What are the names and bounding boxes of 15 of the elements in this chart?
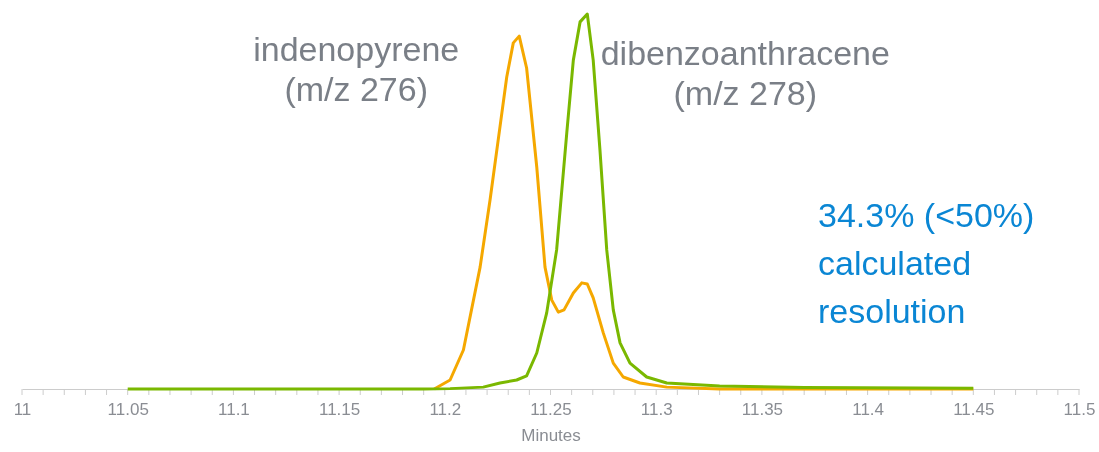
x-tick-label: 11 (13, 399, 32, 419)
series-label: dibenzoanthracene (m/z 278) (600, 34, 890, 112)
x-tick-label: 11.2 (429, 399, 462, 419)
x-tick-label: 11.1 (217, 399, 250, 419)
x-tick-label: 11.3 (640, 399, 673, 419)
x-tick-label: 11.45 (953, 399, 995, 419)
x-tick-label: 11.5 (1063, 399, 1096, 419)
x-tick-label: 11.05 (107, 399, 149, 419)
x-tick-label: 11.25 (530, 399, 572, 419)
x-tick-label: 11.4 (852, 399, 885, 419)
annotation: 34.3% (<50%) calculated resolution (818, 196, 1035, 330)
series-label: indenopyrene (m/z 276) (253, 30, 460, 108)
x-axis-title: Minutes (521, 425, 581, 445)
x-tick-label: 11.15 (318, 399, 361, 419)
x-tick-label: 11.35 (741, 399, 784, 419)
